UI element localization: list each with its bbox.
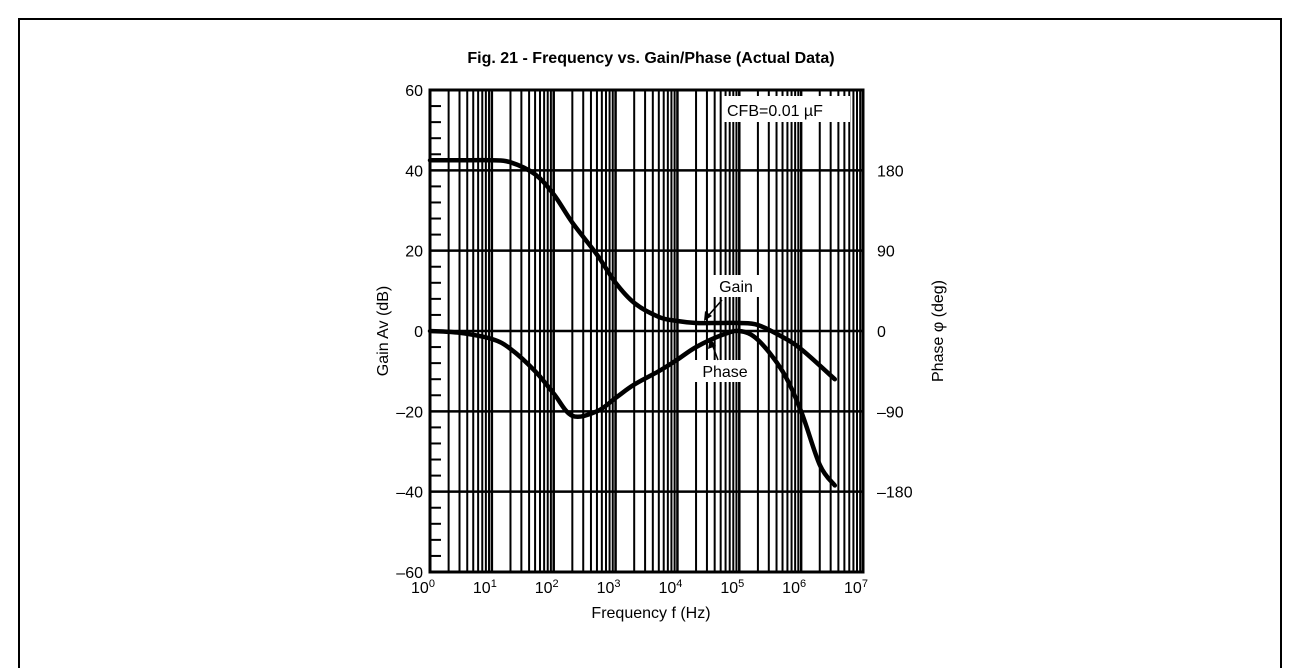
y-right-tick-label: –180: [877, 485, 913, 502]
chart-title: Fig. 21 - Frequency vs. Gain/Phase (Actu…: [467, 50, 835, 67]
x-tick-label: 107: [844, 578, 868, 597]
y-left-tick-label: 0: [414, 324, 423, 341]
x-tick-label: 104: [658, 578, 682, 597]
y-left-tick-label: 20: [405, 244, 423, 261]
y-right-tick-label: 0: [877, 324, 886, 341]
x-tick-base: 10: [411, 580, 429, 597]
x-tick-exponent: 3: [614, 578, 620, 590]
gain-curve: [427, 157, 838, 382]
curve-layer: [427, 157, 838, 488]
x-tick-base: 10: [720, 580, 738, 597]
phase-label-background: [694, 360, 756, 382]
x-axis-label: Frequency f (Hz): [591, 605, 710, 622]
x-tick-label: 102: [535, 578, 559, 597]
gain-arrow-line: [707, 299, 723, 317]
x-tick-label: 100: [411, 578, 435, 597]
y-right-tick-label: 180: [877, 163, 904, 180]
y-left-tick-label: –20: [396, 404, 423, 421]
x-tick-exponent: 5: [738, 578, 744, 590]
phase-curve: [427, 328, 838, 488]
annotation-background: [722, 96, 850, 122]
phase-label: Phase: [702, 364, 747, 381]
gain-arrow-head: [704, 311, 712, 321]
y-right-axis-label: Phase φ (deg): [930, 280, 947, 382]
x-tick-exponent: 2: [553, 578, 559, 590]
x-tick-label: 101: [473, 578, 497, 597]
y-left-tick-label: 60: [405, 83, 423, 100]
x-tick-label: 103: [597, 578, 621, 597]
y-left-tick-label: –40: [396, 485, 423, 502]
y-right-tick-label: 90: [877, 244, 895, 261]
x-tick-label: 106: [782, 578, 806, 597]
x-tick-base: 10: [782, 580, 800, 597]
plot-border: [428, 88, 865, 574]
x-tick-base: 10: [473, 580, 491, 597]
y-left-tick-label: 40: [405, 163, 423, 180]
x-tick-label: 105: [720, 578, 744, 597]
gain-label-background: [712, 275, 760, 297]
annotation-cfb: CFB=0.01 µF: [727, 103, 823, 120]
x-tick-base: 10: [597, 580, 615, 597]
y-left-axis-label: Gain Av (dB): [375, 286, 392, 376]
phase-arrow-head: [708, 338, 716, 349]
x-tick-exponent: 4: [676, 578, 682, 590]
gain-label: Gain: [719, 279, 753, 296]
figure-frame: [18, 18, 1282, 668]
y-left-tick-label: –60: [396, 565, 423, 582]
x-tick-exponent: 6: [800, 578, 806, 590]
x-tick-exponent: 1: [491, 578, 497, 590]
x-tick-exponent: 7: [862, 578, 868, 590]
x-tick-base: 10: [658, 580, 676, 597]
x-tick-base: 10: [535, 580, 553, 597]
x-tick-exponent: 0: [429, 578, 435, 590]
y-right-tick-label: –90: [877, 404, 904, 421]
x-tick-base: 10: [844, 580, 862, 597]
